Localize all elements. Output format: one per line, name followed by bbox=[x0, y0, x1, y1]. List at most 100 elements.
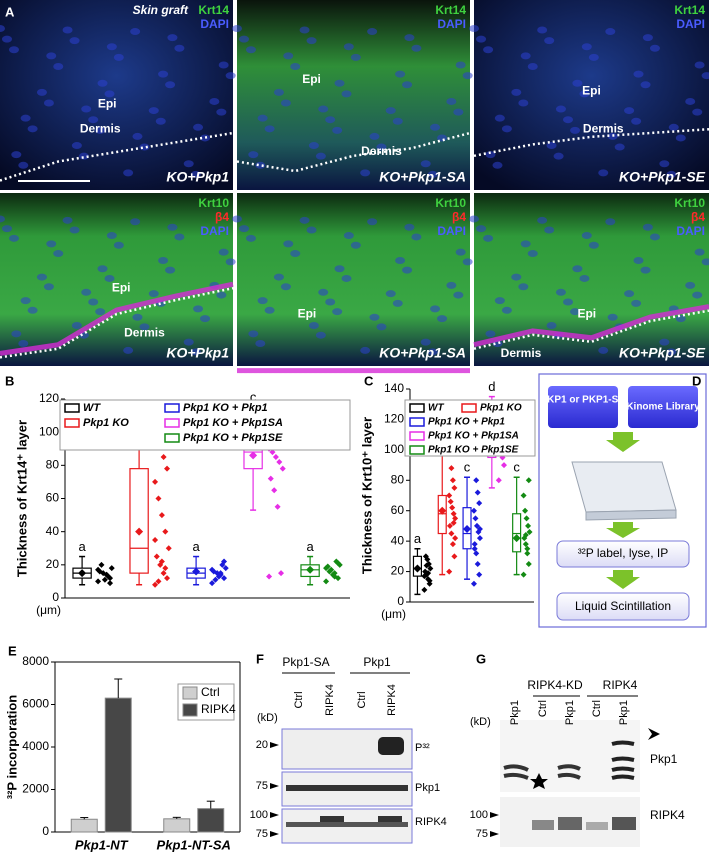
nucleus bbox=[299, 26, 310, 34]
data-point bbox=[423, 562, 430, 569]
nucleus bbox=[97, 265, 108, 273]
nucleus bbox=[113, 241, 124, 249]
condition-label: KO+Pkp1-SA bbox=[379, 345, 466, 361]
nucleus bbox=[283, 52, 294, 60]
data-point bbox=[425, 570, 432, 577]
nucleus bbox=[430, 123, 441, 131]
input-box bbox=[548, 386, 618, 428]
nucleus bbox=[555, 105, 566, 113]
nucleus bbox=[104, 90, 115, 98]
x-unit-label: (μm) bbox=[36, 603, 61, 617]
mean bbox=[413, 564, 422, 573]
nucleus bbox=[685, 97, 696, 105]
data-point bbox=[152, 478, 159, 485]
stain-label: β4 bbox=[452, 210, 466, 224]
nucleus bbox=[404, 34, 415, 42]
data-point bbox=[426, 577, 433, 584]
nucleus bbox=[232, 25, 242, 32]
nucleus bbox=[605, 28, 616, 36]
nucleus bbox=[376, 323, 387, 331]
input-label: Kinome Library bbox=[626, 402, 700, 413]
y-tick-label: 0 bbox=[42, 824, 49, 838]
group-letter: c bbox=[250, 390, 257, 405]
nucleus bbox=[232, 215, 242, 223]
nucleus bbox=[36, 88, 47, 96]
data-point bbox=[326, 568, 333, 575]
group-letter: c bbox=[464, 460, 471, 475]
y-axis-label: Thickness of Krt10⁺ layer bbox=[359, 417, 374, 574]
nucleus bbox=[332, 308, 343, 316]
x-unit-label: (μm) bbox=[381, 607, 406, 621]
nucleus bbox=[476, 225, 487, 233]
data-point bbox=[446, 568, 453, 575]
data-point bbox=[278, 570, 285, 577]
nucleus bbox=[446, 97, 457, 105]
nucleus bbox=[579, 274, 590, 282]
nucleus bbox=[193, 123, 204, 131]
data-point bbox=[165, 545, 172, 552]
nucleus bbox=[659, 338, 670, 346]
data-point bbox=[160, 454, 167, 461]
nucleus bbox=[544, 226, 555, 234]
nucleus bbox=[273, 273, 284, 281]
data-point bbox=[525, 560, 532, 567]
nucleus bbox=[71, 322, 82, 330]
lane-label: Pkp1 bbox=[618, 700, 630, 725]
data-point bbox=[272, 454, 279, 461]
nucleus bbox=[411, 233, 422, 241]
data-point bbox=[95, 578, 102, 585]
nucleus bbox=[174, 44, 185, 52]
nucleus bbox=[165, 81, 176, 89]
group-label: RIPK4-KD bbox=[527, 678, 583, 692]
nucleus bbox=[332, 126, 343, 134]
data-point bbox=[476, 525, 483, 532]
mean bbox=[249, 451, 258, 460]
nucleus bbox=[563, 298, 573, 306]
lane-label: RIPK4 bbox=[386, 684, 398, 716]
nucleus bbox=[95, 126, 106, 134]
nucleus bbox=[572, 265, 583, 273]
basement-membrane bbox=[0, 281, 234, 356]
data-point bbox=[447, 498, 454, 505]
nucleus bbox=[18, 161, 29, 169]
nucleus bbox=[411, 44, 422, 52]
x-tick-label: Pkp1-NT-SA bbox=[157, 837, 231, 852]
nucleus bbox=[225, 72, 236, 80]
nucleus bbox=[572, 79, 583, 87]
nucleus bbox=[588, 53, 599, 61]
nucleus bbox=[631, 117, 642, 125]
y-tick-label: 80 bbox=[46, 458, 60, 472]
nucleus bbox=[462, 72, 473, 80]
nucleus bbox=[318, 105, 329, 113]
nucleus bbox=[520, 240, 531, 248]
unit-label: (kD) bbox=[470, 716, 491, 728]
nucleus bbox=[642, 34, 653, 42]
nucleus bbox=[666, 348, 677, 356]
nucleus bbox=[553, 152, 564, 160]
y-tick-label: 40 bbox=[391, 533, 405, 547]
y-tick-label: 100 bbox=[39, 424, 59, 438]
nucleus bbox=[18, 340, 29, 348]
data-point bbox=[426, 580, 433, 587]
nucleus bbox=[631, 299, 642, 307]
nucleus bbox=[104, 274, 115, 282]
bar bbox=[163, 818, 191, 833]
nucleus bbox=[46, 52, 57, 60]
stain-label: DAPI bbox=[676, 224, 705, 238]
data-point bbox=[449, 504, 456, 511]
nucleus bbox=[453, 108, 464, 116]
data-point bbox=[452, 535, 459, 542]
nucleus bbox=[8, 234, 19, 242]
nucleus bbox=[430, 305, 441, 313]
nucleus bbox=[200, 315, 211, 323]
legend-label: Pkp1 KO + Pkp1SE bbox=[183, 432, 283, 444]
dermis-label: Dermis bbox=[80, 121, 121, 135]
group-letter: a bbox=[306, 539, 314, 554]
nucleus bbox=[209, 97, 220, 105]
data-point bbox=[448, 530, 455, 537]
nucleus bbox=[476, 35, 487, 43]
step-box bbox=[556, 592, 690, 621]
